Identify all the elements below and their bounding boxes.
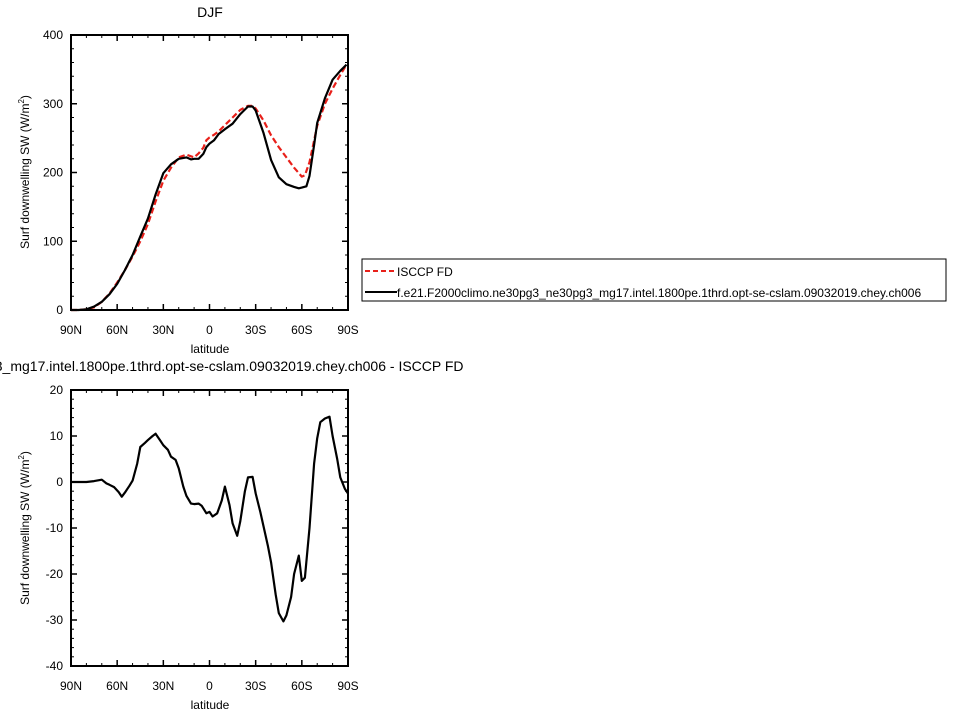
series-line-1-2 (71, 63, 348, 312)
y-tick-label: 20 (50, 383, 64, 397)
y-axis-label-main: Surf downwelling SW (W/m (18, 104, 32, 249)
p2-marks (71, 415, 349, 623)
x-axis-label: latitude (191, 698, 230, 712)
x-tick-label: 90S (337, 323, 358, 337)
x-tick-label: 30S (245, 679, 266, 693)
p1-marks (71, 63, 348, 312)
y-tick-label: -30 (46, 613, 64, 627)
y-tick-label: 0 (56, 475, 63, 489)
y-tick-label: -40 (46, 659, 64, 673)
x-tick-label: 90N (60, 323, 82, 337)
y-axis-label-close: ) (18, 451, 32, 455)
y-tick-label: 400 (43, 28, 63, 42)
x-tick-label: 30S (245, 323, 266, 337)
y-axis-label: Surf downwelling SW (W/m2) (17, 95, 32, 249)
x-tick-label: 90S (337, 679, 358, 693)
p2-axes: 90N 60N 30N 0 30S 60S 90S -40 -30 -20 -10 0 10 20 (46, 383, 359, 693)
x-tick-label: 60N (106, 323, 128, 337)
x-tick-label: 60S (291, 323, 312, 337)
p1-axes: 90N 60N 30N 0 30S 60S 90S 0 100 200 300 400 (43, 28, 359, 337)
x-tick-label: 30N (152, 679, 174, 693)
y-tick-label: 10 (50, 429, 64, 443)
y-axis-label-sup: 2 (17, 99, 26, 104)
x-tick-label: 90N (60, 679, 82, 693)
y-tick-label: 200 (43, 166, 63, 180)
y-tick-label: 300 (43, 97, 63, 111)
y-axis-label-close: ) (18, 95, 32, 99)
difference-panel: f.e21.F2000climo.ne30pg3_ne30pg3_mg17.in… (0, 358, 464, 712)
legend-box (361, 258, 947, 302)
series-line-1-1 (71, 64, 348, 312)
legend: ISCCP FD f.e21.F2000climo.ne30pg3_ne30pg… (361, 258, 947, 302)
x-axis-label: latitude (191, 342, 230, 356)
series-line-2-1 (71, 415, 349, 623)
legend-entry-isccp: ISCCP FD (397, 265, 453, 279)
plot-frame (70, 389, 349, 667)
y-axis-label-sup: 2 (17, 455, 26, 460)
x-tick-label: 30N (152, 323, 174, 337)
x-tick-label: 0 (206, 679, 213, 693)
x-tick-label: 60S (291, 679, 312, 693)
x-tick-label: 0 (206, 323, 213, 337)
y-tick-label: -20 (46, 567, 64, 581)
chart-title: DJF (197, 4, 223, 20)
legend-entry-model: f.e21.F2000climo.ne30pg3_ne30pg3_mg17.in… (397, 286, 921, 300)
x-tick-label: 60N (106, 679, 128, 693)
y-axis-label-main: Surf downwelling SW (W/m (18, 460, 32, 605)
djf-panel: DJF 90N 60N 30N 0 30S 60S 90S 0 100 200 300 400 lat… (17, 4, 359, 356)
y-tick-label: -10 (46, 521, 64, 535)
y-axis-label: Surf downwelling SW (W/m2) (17, 451, 32, 605)
y-tick-label: 0 (56, 303, 63, 317)
difference-title: f.e21.F2000climo.ne30pg3_ne30pg3_mg17.in… (0, 358, 464, 374)
y-tick-label: 100 (43, 234, 63, 248)
